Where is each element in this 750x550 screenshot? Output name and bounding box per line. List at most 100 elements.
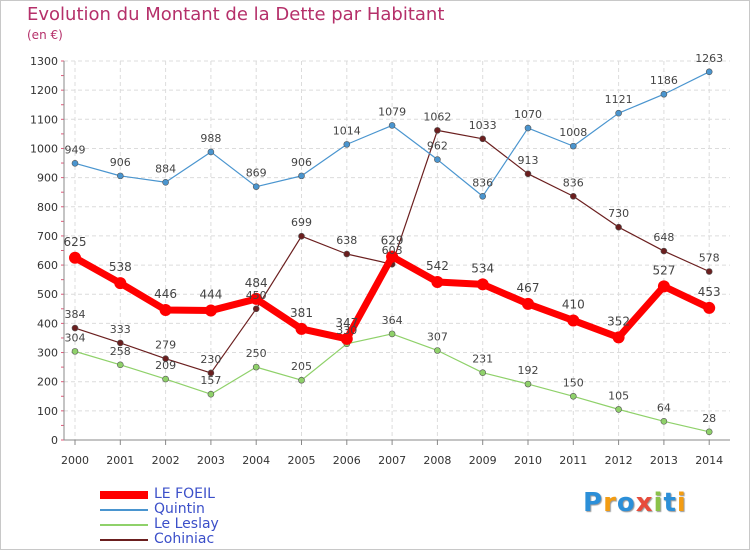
x-tick-label: 2005 <box>288 454 316 467</box>
data-label-le-foeil: 410 <box>562 297 585 311</box>
logo-letter: i <box>676 488 687 518</box>
y-tick-label: 700 <box>37 230 58 243</box>
data-point-le-foeil <box>476 278 489 291</box>
proxiti-logo: Proxiti <box>583 488 687 518</box>
data-label-le-foeil: 542 <box>426 259 449 273</box>
data-label-cohiniac: 384 <box>65 308 86 321</box>
data-point-le-leslay <box>569 392 577 400</box>
data-point-le-foeil <box>159 303 172 316</box>
data-point-le-leslay <box>298 376 305 384</box>
data-point-cohiniac <box>252 305 260 313</box>
data-label-cohiniac: 230 <box>200 353 221 366</box>
logo-letter: r <box>603 488 617 518</box>
data-point-cohiniac <box>117 339 124 347</box>
data-point-le-leslay <box>117 361 124 369</box>
data-point-le-foeil <box>386 250 399 263</box>
data-label-cohiniac: 578 <box>699 251 720 264</box>
data-point-le-foeil <box>204 304 217 317</box>
data-label-quintin: 949 <box>65 143 86 156</box>
data-label-quintin: 1079 <box>378 105 406 118</box>
data-label-quintin: 869 <box>246 167 267 180</box>
data-label-cohiniac: 279 <box>155 339 176 352</box>
logo-letter: t <box>663 488 677 518</box>
legend-label: Le Leslay <box>154 516 219 532</box>
data-label-le-foeil: 629 <box>381 234 404 248</box>
y-tick-label: 1300 <box>30 55 58 68</box>
data-point-le-foeil <box>295 322 308 335</box>
data-point-le-foeil <box>431 275 444 288</box>
data-point-quintin <box>117 172 124 180</box>
data-point-quintin <box>705 68 713 76</box>
data-label-le-foeil: 347 <box>335 316 358 330</box>
data-point-le-leslay <box>479 369 487 376</box>
data-point-le-leslay <box>705 428 713 436</box>
data-point-quintin <box>252 183 260 190</box>
data-point-le-foeil <box>114 277 127 290</box>
data-label-le-foeil: 381 <box>290 306 313 320</box>
legend-label: LE FOEIL <box>154 486 215 502</box>
data-label-le-foeil: 484 <box>245 276 268 290</box>
legend-swatch <box>100 491 148 499</box>
data-label-le-leslay: 304 <box>65 331 86 344</box>
data-point-quintin <box>388 122 396 129</box>
data-point-le-leslay <box>524 380 532 388</box>
data-point-quintin <box>615 109 622 117</box>
data-label-le-leslay: 192 <box>518 364 539 377</box>
data-label-le-leslay: 307 <box>427 330 448 343</box>
data-label-quintin: 906 <box>110 156 131 169</box>
data-point-quintin <box>524 124 532 132</box>
data-label-cohiniac: 699 <box>291 216 312 229</box>
data-point-le-foeil <box>657 280 670 293</box>
x-tick-label: 2010 <box>514 454 542 467</box>
legend-label: Cohiniac <box>154 531 215 547</box>
data-label-cohiniac: 913 <box>518 154 539 167</box>
legend-swatch <box>100 524 148 526</box>
data-label-le-leslay: 258 <box>110 345 131 358</box>
data-label-quintin: 988 <box>200 132 221 145</box>
data-label-quintin: 836 <box>472 176 493 189</box>
data-label-le-leslay: 28 <box>702 412 716 425</box>
y-tick-label: 500 <box>37 288 58 301</box>
data-label-le-foeil: 527 <box>652 263 675 277</box>
y-tick-label: 1200 <box>30 84 58 97</box>
data-label-quintin: 1070 <box>514 108 542 121</box>
data-label-cohiniac: 730 <box>608 207 629 220</box>
data-point-cohiniac <box>162 355 169 362</box>
data-label-le-foeil: 467 <box>517 281 540 295</box>
data-point-quintin <box>569 142 577 150</box>
legend-label: Quintin <box>154 501 205 517</box>
data-label-le-foeil: 453 <box>698 285 721 299</box>
data-point-quintin <box>162 178 169 186</box>
y-tick-label: 0 <box>51 434 58 447</box>
data-label-le-leslay: 150 <box>563 376 584 389</box>
data-label-cohiniac: 333 <box>110 323 131 336</box>
data-point-quintin <box>207 148 215 156</box>
data-point-le-leslay <box>252 363 260 371</box>
data-point-le-leslay <box>71 348 79 355</box>
data-point-quintin <box>660 90 668 98</box>
data-label-quintin: 906 <box>291 156 312 169</box>
data-label-cohiniac: 1062 <box>423 110 451 123</box>
legend-swatch <box>100 509 148 511</box>
x-tick-label: 2009 <box>469 454 497 467</box>
data-point-cohiniac <box>434 127 441 134</box>
y-tick-label: 100 <box>37 405 58 418</box>
data-label-quintin: 884 <box>155 162 176 175</box>
x-tick-label: 2001 <box>106 454 134 467</box>
y-tick-label: 600 <box>37 259 58 272</box>
data-label-le-foeil: 534 <box>471 261 494 275</box>
data-point-quintin <box>479 192 487 200</box>
data-point-le-foeil <box>340 332 353 345</box>
data-point-cohiniac <box>298 232 305 240</box>
data-point-cohiniac <box>207 369 215 377</box>
x-tick-label: 2003 <box>197 454 225 467</box>
data-point-cohiniac <box>71 324 79 332</box>
data-point-le-leslay <box>660 418 668 425</box>
x-tick-label: 2012 <box>605 454 633 467</box>
data-point-cohiniac <box>660 247 668 255</box>
data-point-le-foeil <box>703 301 716 314</box>
data-label-cohiniac: 836 <box>563 176 584 189</box>
data-point-quintin <box>343 141 351 148</box>
y-tick-label: 1100 <box>30 113 58 126</box>
